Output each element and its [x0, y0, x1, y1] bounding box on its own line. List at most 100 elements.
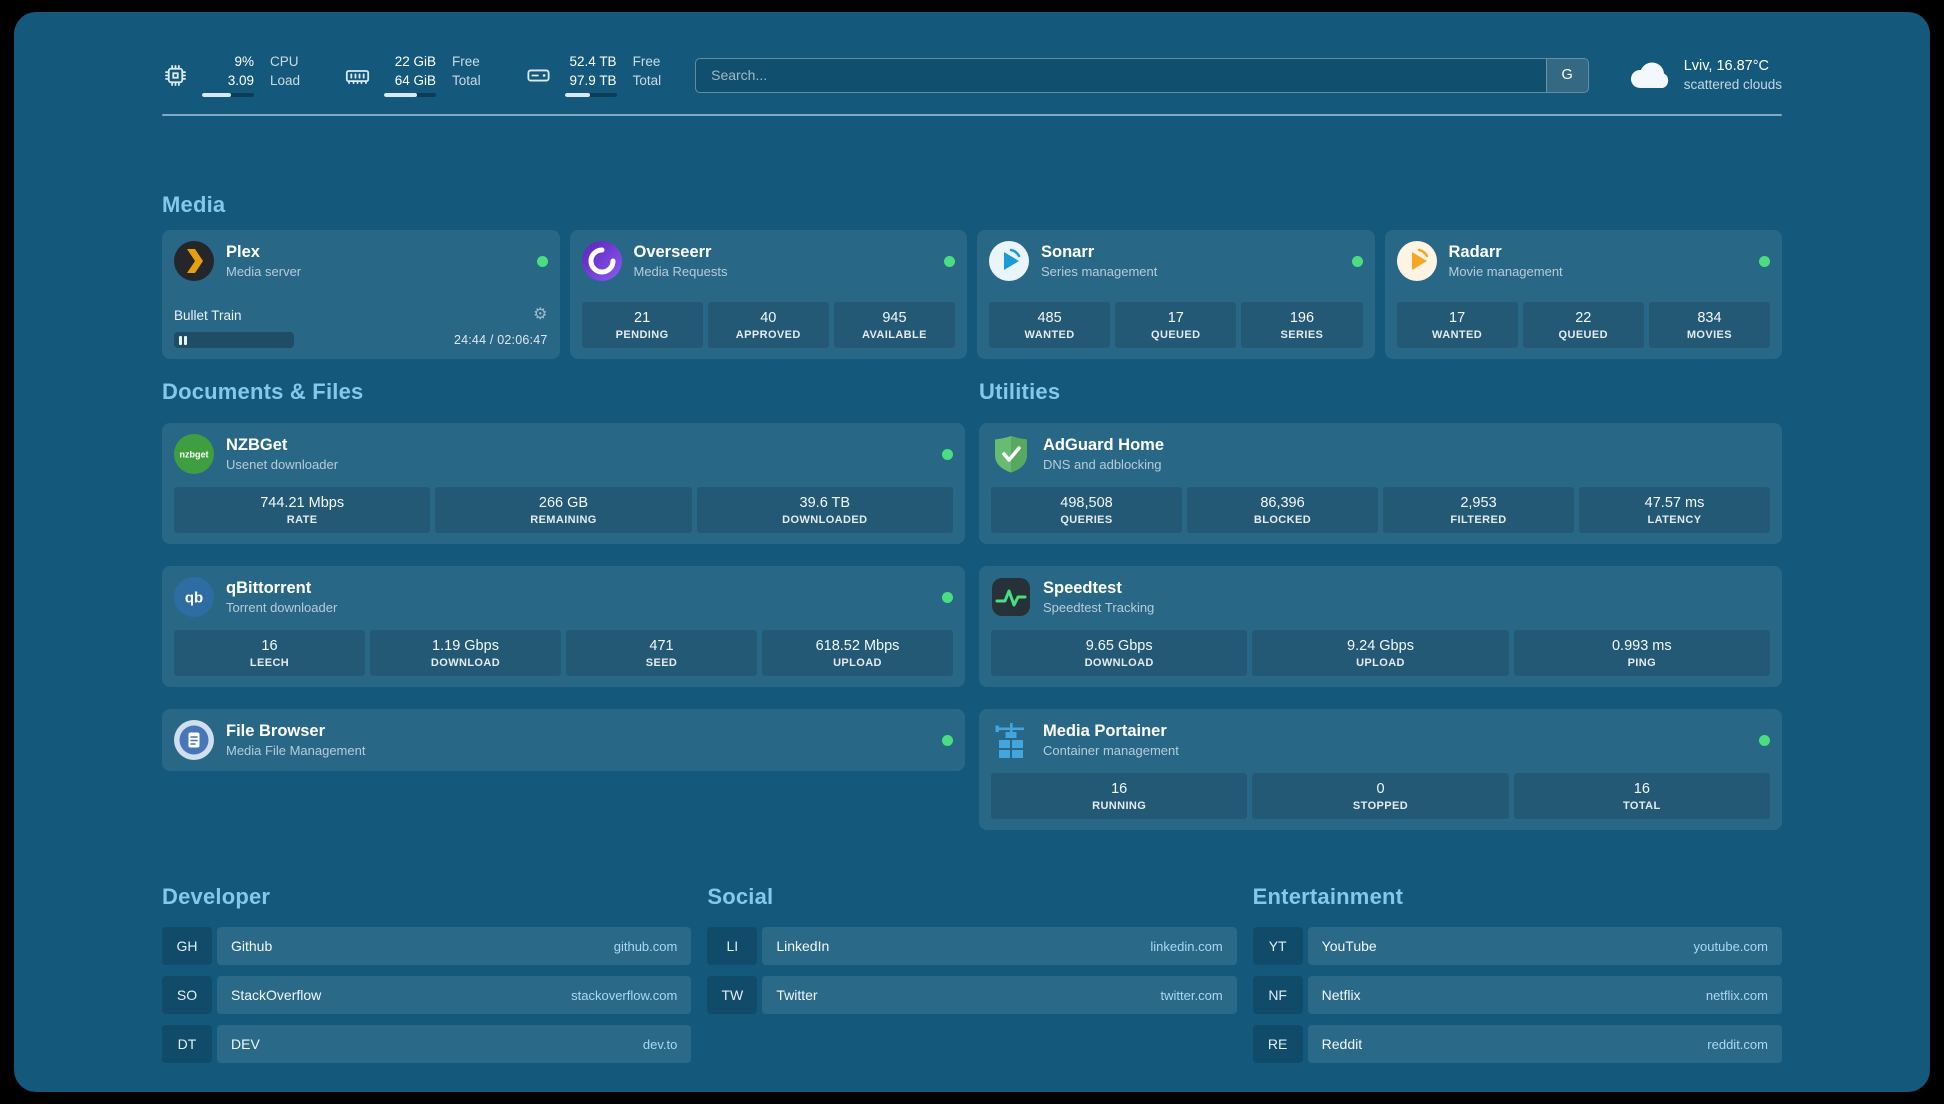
service-stats: 485 WANTED 17 QUEUED 196 SERIES — [989, 289, 1363, 348]
service-subtitle: Speedtest Tracking — [1043, 600, 1155, 615]
bookmark-abbr: TW — [707, 976, 758, 1014]
bookmark-netflix[interactable]: NF Netflix netflix.com — [1252, 976, 1782, 1014]
memory-icon — [344, 62, 371, 89]
bookmark-twitter[interactable]: TW Twitter twitter.com — [707, 976, 1237, 1014]
stat-filtered: 2,953 FILTERED — [1383, 487, 1574, 533]
service-name: AdGuard Home — [1043, 436, 1165, 454]
service-card-portainer[interactable]: Media Portainer Container management 16 … — [979, 709, 1782, 830]
bookmark-name: Github — [231, 938, 273, 954]
stat-series: 196 SERIES — [1241, 302, 1363, 348]
bookmark-group-entertainment: Entertainment YT YouTube youtube.com NF … — [1252, 883, 1782, 1063]
bookmark-url: linkedin.com — [1150, 938, 1223, 954]
resource-widgets: 9% 3.09 CPU Load — [162, 54, 661, 97]
service-subtitle: Usenet downloader — [226, 457, 339, 472]
stat-downloaded: 39.6 TB DOWNLOADED — [696, 487, 953, 533]
service-stats: 16 RUNNING 0 STOPPED 16 TOTAL — [991, 773, 1770, 819]
service-subtitle: Series management — [1041, 264, 1158, 279]
service-card-adguard[interactable]: AdGuard Home DNS and adblocking 498,508 … — [979, 423, 1782, 544]
bookmark-stackoverflow[interactable]: SO StackOverflow stackoverflow.com — [162, 976, 692, 1014]
bookmark-abbr: YT — [1252, 927, 1303, 965]
bookmark-url: stackoverflow.com — [571, 987, 678, 1003]
service-name: Plex — [226, 243, 260, 261]
stat-blocked: 86,396 BLOCKED — [1187, 487, 1378, 533]
service-card-plex[interactable]: Plex Media server Bullet Train ⚙ — [162, 230, 560, 359]
media-grid: Plex Media server Bullet Train ⚙ — [162, 230, 1782, 359]
radarr-icon — [1396, 241, 1437, 281]
playback-progress-bar[interactable] — [174, 332, 294, 348]
pause-icon[interactable] — [179, 335, 187, 345]
bookmark-github[interactable]: GH Github github.com — [162, 927, 692, 965]
status-online-icon — [1759, 734, 1770, 746]
disk-free-value: 52.4 TB — [569, 53, 617, 69]
service-card-sonarr[interactable]: Sonarr Series management 485 WANTED 17 Q… — [977, 230, 1375, 359]
stat-available: 945 AVAILABLE — [833, 302, 956, 348]
cpu-usage-value: 9% — [234, 53, 254, 69]
stat-running: 16 RUNNING — [991, 773, 1248, 819]
cloud-icon — [1629, 60, 1671, 90]
service-name: Sonarr — [1041, 243, 1095, 261]
cpu-icon — [162, 62, 189, 89]
bookmark-linkedin[interactable]: LI LinkedIn linkedin.com — [707, 927, 1237, 965]
bookmark-url: github.com — [613, 938, 678, 954]
search-provider-button[interactable]: G — [1545, 58, 1588, 92]
topbar: 9% 3.09 CPU Load — [162, 46, 1782, 104]
stat-seed: 471 SEED — [566, 630, 757, 676]
overseerr-icon — [581, 241, 622, 281]
stat-stopped: 0 STOPPED — [1252, 773, 1509, 819]
service-card-nzbget[interactable]: nzbget NZBGet Usenet downloader 744.21 M… — [162, 423, 965, 544]
now-playing-title: Bullet Train — [174, 307, 242, 323]
bookmark-youtube[interactable]: YT YouTube youtube.com — [1252, 927, 1782, 965]
stat-download: 9.65 Gbps DOWNLOAD — [991, 630, 1248, 676]
stat-queued: 22 QUEUED — [1522, 302, 1644, 348]
disk-progress-bar — [564, 92, 617, 97]
status-online-icon — [944, 255, 955, 267]
service-name: File Browser — [226, 722, 326, 740]
section-title-social: Social — [707, 884, 774, 909]
service-stats: 744.21 Mbps RATE 266 GB REMAINING 39.6 T… — [174, 487, 953, 533]
sonarr-icon — [989, 241, 1029, 281]
bookmark-name: DEV — [231, 1036, 260, 1052]
bookmark-reddit[interactable]: RE Reddit reddit.com — [1252, 1025, 1782, 1063]
plex-icon — [174, 241, 214, 281]
search-input[interactable] — [696, 58, 1546, 92]
stat-upload: 618.52 Mbps UPLOAD — [762, 630, 953, 676]
service-subtitle: DNS and adblocking — [1043, 457, 1162, 472]
status-online-icon — [536, 255, 548, 267]
bookmark-dev[interactable]: DT DEV dev.to — [162, 1025, 692, 1063]
service-card-filebrowser[interactable]: File Browser Media File Management — [162, 709, 965, 771]
service-name: Radarr — [1448, 243, 1502, 261]
service-stats: 17 WANTED 22 QUEUED 834 MOVIES — [1396, 289, 1771, 348]
stat-leech: 16 LEECH — [174, 630, 365, 676]
cpu-progress-bar — [202, 92, 254, 97]
bookmark-abbr: NF — [1252, 976, 1303, 1014]
section-title-documents: Documents & Files — [162, 379, 364, 404]
memory-free-value: 22 GiB — [394, 53, 437, 69]
dashboard: 9% 3.09 CPU Load — [14, 12, 1930, 1092]
section-title-entertainment: Entertainment — [1252, 884, 1404, 909]
cpu-widget: 9% 3.09 CPU Load — [162, 54, 300, 97]
playback-time: 24:44 / 02:06:47 — [453, 333, 548, 347]
service-card-overseerr[interactable]: Overseerr Media Requests 21 PENDING 40 A… — [569, 230, 967, 359]
bookmark-name: Netflix — [1321, 987, 1361, 1003]
memory-label-bottom: Total — [452, 72, 481, 88]
service-name: NZBGet — [226, 436, 288, 454]
status-online-icon — [942, 734, 953, 746]
stat-download: 1.19 Gbps DOWNLOAD — [370, 630, 561, 676]
search-bar[interactable]: G — [695, 57, 1589, 93]
bookmark-abbr: GH — [162, 927, 212, 965]
service-card-qbittorrent[interactable]: qb qBittorrent Torrent downloader 16 LEE… — [162, 566, 965, 687]
stat-wanted: 17 WANTED — [1396, 302, 1518, 348]
service-name: Overseerr — [633, 243, 712, 261]
service-subtitle: Movie management — [1448, 264, 1563, 279]
bookmark-abbr: SO — [162, 976, 212, 1014]
service-card-speedtest[interactable]: Speedtest Speedtest Tracking 9.65 Gbps D… — [979, 566, 1782, 687]
stat-queued: 17 QUEUED — [1115, 302, 1237, 348]
gear-icon[interactable]: ⚙ — [533, 306, 548, 323]
disk-widget: 52.4 TB 97.9 TB Free Total — [525, 53, 661, 97]
status-online-icon — [1351, 255, 1363, 267]
disk-total-value: 97.9 TB — [569, 72, 617, 88]
bookmark-abbr: LI — [707, 927, 758, 965]
service-card-radarr[interactable]: Radarr Movie management 17 WANTED 22 QUE… — [1384, 230, 1782, 359]
section-utilities: Utilities AdGuard Home — [979, 378, 1782, 830]
bookmark-name: YouTube — [1321, 938, 1377, 954]
